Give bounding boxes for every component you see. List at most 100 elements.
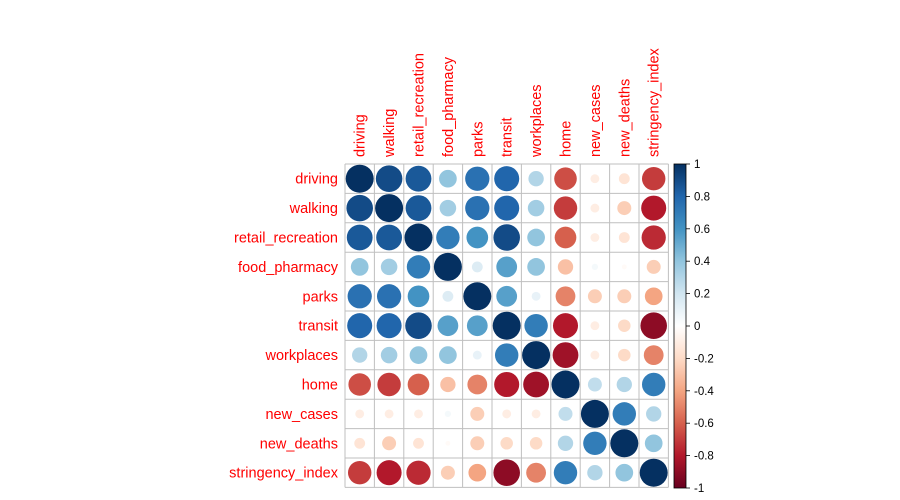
corr-circle-driving-walking (375, 165, 403, 192)
corr-circle-driving-transit (494, 166, 520, 192)
corr-circle-retail_recreation-driving (346, 224, 373, 251)
corr-circle-new_cases-retail_recreation (414, 409, 423, 419)
corr-circle-workplaces-workplaces (522, 341, 551, 370)
corr-circle-new_deaths-new_deaths (610, 429, 639, 458)
corr-circle-parks-new_deaths (617, 289, 632, 304)
corr-circle-new_deaths-transit (500, 437, 513, 450)
corr-circle-retail_recreation-parks (466, 226, 489, 249)
colorbar-tick-label: -1 (694, 483, 704, 495)
corr-circle-new_deaths-new_cases (583, 431, 607, 456)
corr-circle-parks-driving (347, 284, 372, 309)
row-label-home: home (302, 378, 338, 394)
row-label-new_cases: new_cases (265, 407, 338, 423)
row-label-retail_recreation: retail_recreation (234, 231, 338, 247)
corr-circle-new_cases-new_cases (580, 399, 609, 428)
corr-circle-parks-workplaces (531, 291, 541, 301)
corr-circle-retail_recreation-stringency_index (641, 225, 666, 250)
corr-circle-stringency_index-workplaces (526, 462, 546, 483)
row-label-workplaces: workplaces (264, 348, 338, 364)
corr-circle-new_deaths-walking (382, 436, 397, 451)
corr-circle-workplaces-driving (352, 347, 368, 363)
corr-circle-driving-home (554, 167, 577, 190)
corr-circle-home-retail_recreation (407, 373, 430, 396)
col-label-stringency_index: stringency_index (647, 47, 663, 157)
corr-circle-new_deaths-food_pharmacy (445, 440, 451, 446)
row-label-food_pharmacy: food_pharmacy (238, 260, 339, 276)
corr-circle-new_deaths-parks (470, 436, 485, 451)
row-label-new_deaths: new_deaths (260, 436, 338, 452)
corr-circle-workplaces-transit (494, 343, 519, 367)
corr-circle-transit-new_cases (590, 321, 600, 331)
corr-circle-food_pharmacy-stringency_index (646, 259, 661, 274)
corr-circle-stringency_index-stringency_index (639, 458, 668, 487)
corr-circle-stringency_index-parks (468, 463, 487, 482)
corr-circle-transit-transit (492, 311, 521, 340)
corr-circle-home-food_pharmacy (440, 376, 456, 393)
corr-circle-walking-home (553, 196, 578, 220)
row-label-driving: driving (295, 172, 338, 188)
corr-circle-food_pharmacy-new_cases (591, 263, 599, 271)
corr-circle-parks-transit (496, 285, 518, 307)
row-label-walking: walking (289, 201, 338, 217)
corr-circle-driving-driving (345, 164, 374, 193)
corr-circle-parks-walking (376, 284, 402, 309)
corr-circle-transit-food_pharmacy (437, 315, 459, 337)
corr-circle-parks-parks (463, 282, 492, 311)
corr-circle-workplaces-new_cases (590, 350, 600, 360)
corr-circle-home-parks (467, 374, 488, 395)
corr-circle-walking-new_cases (590, 203, 600, 213)
corr-circle-stringency_index-walking (376, 460, 402, 486)
colorbar-tick-label: 0.8 (694, 191, 710, 203)
corr-circle-stringency_index-driving (347, 460, 372, 485)
corr-circle-transit-home (552, 313, 579, 339)
corr-circle-stringency_index-retail_recreation (406, 460, 431, 485)
corr-circle-retail_recreation-transit (493, 224, 520, 251)
corr-circle-new_cases-walking (384, 409, 394, 419)
corr-circle-walking-transit (494, 195, 520, 221)
corr-circle-workplaces-retail_recreation (409, 346, 428, 364)
corr-circle-new_deaths-retail_recreation (413, 437, 424, 449)
corr-circle-parks-stringency_index (644, 287, 663, 306)
row-label-stringency_index: stringency_index (229, 466, 339, 482)
col-label-retail_recreation: retail_recreation (412, 53, 428, 157)
corr-circle-transit-workplaces (524, 313, 548, 338)
corr-circle-walking-driving (346, 194, 373, 222)
color-legend: 1 0.8 0.6 0.4 0.2 0 -0.2 -0.4 -0.6 -0.8 -1 (673, 159, 714, 495)
corr-circle-food_pharmacy-home (557, 259, 574, 275)
corr-circle-walking-walking (375, 194, 404, 223)
col-label-parks: parks (470, 122, 486, 157)
corr-circle-home-transit (494, 371, 520, 398)
corr-circle-workplaces-food_pharmacy (439, 346, 457, 364)
colorbar-tick-label: 1 (694, 159, 700, 171)
color-bar (673, 163, 687, 489)
row-labels: driving walking retail_recreation food_phar… (229, 172, 339, 482)
corr-circle-food_pharmacy-retail_recreation (406, 255, 431, 279)
corr-circle-food_pharmacy-walking (380, 258, 398, 276)
grid (344, 163, 669, 488)
colorbar-tick-label: -0.6 (694, 418, 714, 430)
corr-circle-walking-food_pharmacy (439, 199, 457, 217)
col-label-new_cases: new_cases (588, 84, 604, 157)
corr-circle-transit-stringency_index (640, 312, 667, 339)
corr-circle-new_cases-transit (502, 409, 512, 419)
corr-circle-parks-home (555, 286, 576, 307)
col-label-new_deaths: new_deaths (617, 79, 633, 157)
correlation-circles (345, 164, 668, 487)
corr-circle-driving-stringency_index (641, 166, 666, 191)
corr-circle-walking-parks (465, 195, 490, 221)
colorbar-tick-label: 0 (694, 321, 700, 333)
corr-circle-home-home (551, 370, 580, 399)
corr-circle-walking-stringency_index (641, 195, 667, 221)
corr-circle-transit-driving (347, 313, 373, 339)
corr-circle-new_cases-home (558, 406, 573, 421)
corr-circle-new_cases-parks (470, 406, 485, 421)
corr-circle-retail_recreation-retail_recreation (404, 223, 433, 252)
corr-circle-workplaces-walking (380, 346, 398, 364)
corr-circle-stringency_index-food_pharmacy (440, 465, 455, 480)
colorbar-tick-label: -0.2 (694, 353, 714, 365)
corr-circle-retail_recreation-walking (376, 224, 403, 251)
corr-circle-new_cases-food_pharmacy (444, 410, 452, 418)
corr-circle-retail_recreation-workplaces (527, 228, 545, 247)
corr-circle-driving-new_cases (590, 174, 600, 184)
corr-circle-transit-walking (376, 313, 402, 339)
